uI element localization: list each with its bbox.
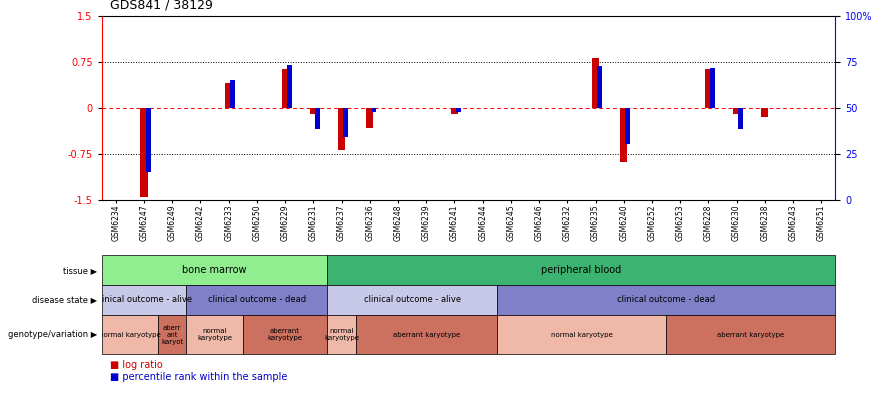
Bar (761, 108, 768, 117)
Bar (282, 69, 288, 108)
Bar (626, 108, 630, 143)
Bar (243, 315, 327, 354)
Bar (158, 315, 187, 354)
Bar (621, 108, 628, 162)
Bar (231, 80, 235, 108)
Bar (141, 108, 148, 197)
Bar (187, 315, 243, 354)
Bar (343, 108, 348, 137)
Bar (451, 108, 458, 114)
Bar (327, 315, 355, 354)
Text: clinical outcome - dead: clinical outcome - dead (208, 295, 306, 305)
Text: clinical outcome - alive: clinical outcome - alive (95, 295, 193, 305)
Text: peripheral blood: peripheral blood (541, 265, 621, 275)
Bar (456, 108, 461, 112)
Bar (327, 285, 497, 315)
Text: ■ log ratio: ■ log ratio (110, 360, 164, 370)
Bar (102, 255, 327, 285)
Bar (102, 315, 158, 354)
Bar (497, 315, 666, 354)
Bar (738, 108, 743, 129)
Bar (327, 255, 835, 285)
Bar (355, 315, 497, 354)
Text: aberrant karyotype: aberrant karyotype (392, 331, 460, 338)
Bar (309, 108, 316, 114)
Text: disease state ▶: disease state ▶ (32, 295, 97, 305)
Bar (710, 68, 715, 108)
Bar (225, 84, 232, 108)
Bar (592, 57, 599, 108)
Bar (366, 108, 373, 128)
Text: clinical outcome - dead: clinical outcome - dead (617, 295, 715, 305)
Text: ■ percentile rank within the sample: ■ percentile rank within the sample (110, 372, 288, 382)
Bar (315, 108, 320, 129)
Bar (371, 108, 377, 112)
Bar (102, 285, 187, 315)
Text: aberrant karyotype: aberrant karyotype (717, 331, 784, 338)
Bar (705, 69, 712, 108)
Text: genotype/variation ▶: genotype/variation ▶ (8, 330, 97, 339)
Bar (666, 315, 835, 354)
Text: GDS841 / 38129: GDS841 / 38129 (110, 0, 213, 12)
Text: aberrant
karyotype: aberrant karyotype (268, 328, 302, 341)
Bar (733, 108, 740, 114)
Text: tissue ▶: tissue ▶ (63, 266, 97, 275)
Text: bone marrow: bone marrow (182, 265, 247, 275)
Text: clinical outcome - alive: clinical outcome - alive (363, 295, 461, 305)
Bar (497, 285, 835, 315)
Text: normal
karyotype: normal karyotype (197, 328, 232, 341)
Bar (598, 66, 602, 108)
Bar (146, 108, 150, 172)
Text: normal karyotype: normal karyotype (551, 331, 613, 338)
Text: aberr
ant
karyot: aberr ant karyot (161, 325, 183, 345)
Text: normal
karyotype: normal karyotype (324, 328, 359, 341)
Text: normal karyotype: normal karyotype (99, 331, 161, 338)
Bar (187, 285, 327, 315)
Bar (286, 65, 292, 108)
Bar (338, 108, 345, 150)
